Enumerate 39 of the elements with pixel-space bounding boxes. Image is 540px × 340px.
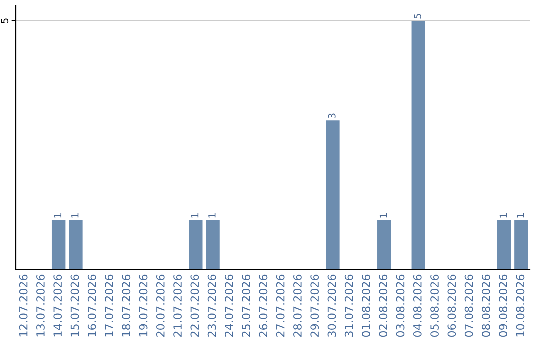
x-tick-label: 29.07.2026 (310, 274, 320, 337)
x-tick-label: 10.08.2026 (516, 274, 525, 337)
x-tick-label: 15.07.2026 (70, 274, 80, 337)
data-label: 3 (328, 114, 336, 118)
x-tick-label: 14.07.2026 (54, 274, 62, 337)
x-tick-label: 03.08.2026 (396, 274, 405, 338)
x-tick-label: 17.07.2026 (105, 274, 114, 337)
x-tick-label: 20.07.2026 (156, 274, 165, 337)
x-tick-label: 06.08.2026 (448, 274, 456, 338)
x-tick-label: 28.07.2026 (294, 274, 302, 337)
x-tick-label: 04.08.2026 (413, 274, 422, 338)
data-label: 1 (191, 214, 199, 218)
x-tick-label: 31.07.2026 (344, 274, 354, 337)
x-tick-label: 19.07.2026 (139, 274, 148, 337)
x-tick-label: 21.07.2026 (174, 274, 182, 337)
data-label: 1 (517, 214, 524, 218)
x-tick-label: 01.08.2026 (362, 274, 370, 338)
data-label: 1 (500, 214, 507, 218)
x-tick-label: 23.07.2026 (208, 274, 216, 337)
x-tick-label: 12.07.2026 (19, 274, 28, 337)
x-tick-label: 08.08.2026 (482, 274, 490, 338)
data-label: 1 (72, 214, 79, 218)
x-tick-label: 25.07.2026 (242, 274, 251, 337)
x-tick-label: 07.08.2026 (464, 274, 474, 338)
x-tick-label: 05.08.2026 (430, 274, 439, 338)
x-tick-label: 02.08.2026 (379, 274, 388, 338)
x-tick-label: 18.07.2026 (122, 274, 131, 337)
data-label: 5 (414, 14, 422, 19)
x-tick-label: 09.08.2026 (499, 274, 508, 338)
x-tick-label: 26.07.2026 (259, 274, 268, 337)
x-tick-label: 30.07.2026 (328, 274, 336, 337)
x-tick-label: 16.07.2026 (88, 274, 96, 337)
x-tick-label: 27.07.2026 (276, 274, 285, 337)
x-tick-label: 22.07.2026 (190, 274, 200, 337)
data-label: 1 (380, 214, 388, 218)
data-label: 1 (208, 214, 216, 218)
x-tick-label: 24.07.2026 (224, 274, 234, 337)
data-label: 1 (54, 214, 62, 218)
x-tick-label: 13.07.2026 (36, 274, 45, 337)
